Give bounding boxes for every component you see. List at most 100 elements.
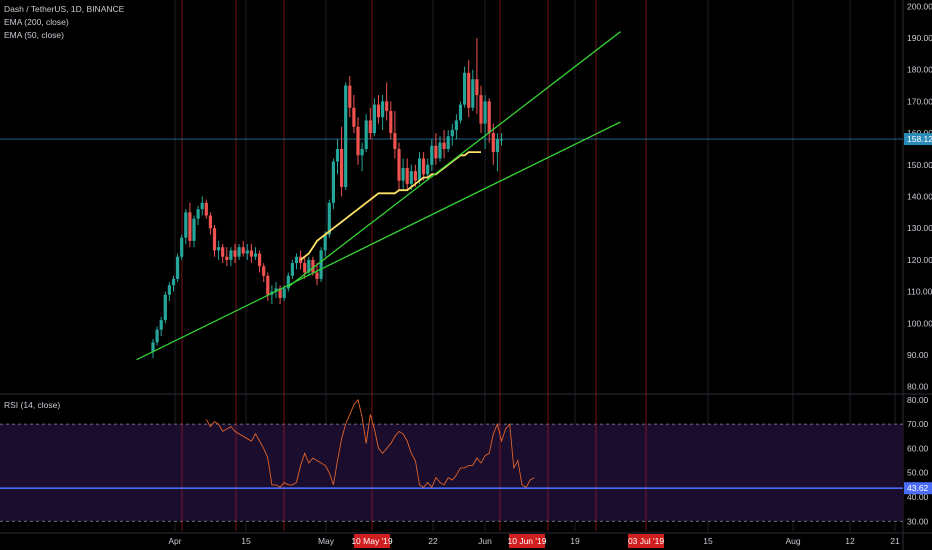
candle-body	[282, 288, 286, 298]
candle-body	[303, 263, 307, 273]
candle-body	[393, 133, 397, 149]
candle-body	[237, 247, 241, 257]
candle-body	[475, 79, 479, 96]
rsi-value-label: 43.62	[907, 483, 929, 493]
rsi-band-fill	[0, 424, 903, 522]
rsi-value-badge	[904, 482, 932, 495]
candle-body	[208, 215, 212, 229]
candle-body	[368, 120, 372, 134]
candle-body	[397, 148, 401, 181]
candle-body	[331, 161, 335, 203]
candle-body	[442, 142, 446, 149]
candle-body	[176, 256, 180, 279]
indicator-ema200-label[interactable]: EMA (200, close)	[4, 17, 69, 27]
time-tick-label: 19	[570, 536, 580, 546]
symbol-title: Dash / TetherUS, 1D, BINANCE	[4, 4, 125, 14]
candle-body	[200, 202, 204, 210]
candle-body	[245, 250, 249, 254]
candle-body	[499, 139, 504, 141]
trendline	[136, 121, 621, 361]
price-tick-label: 110.00	[907, 287, 932, 297]
date-marker-lines	[0, 0, 903, 531]
price-tick-label: 200.00	[907, 1, 932, 11]
price-tick-label: 130.00	[907, 223, 932, 233]
candle-body	[217, 247, 221, 251]
candle-body	[225, 256, 229, 260]
candle-body	[204, 202, 208, 216]
price-tick-label: 90.00	[907, 350, 929, 360]
candle-body	[151, 342, 155, 352]
price-tick-label: 150.00	[907, 160, 932, 170]
time-tick-label: 12	[845, 536, 855, 546]
candle-body	[274, 288, 278, 292]
candle-body	[286, 275, 290, 289]
price-tick-label: 190.00	[907, 33, 932, 43]
candle-body	[385, 101, 389, 111]
candle-body	[315, 272, 319, 279]
last-price-badge	[904, 133, 932, 146]
candle-body	[319, 250, 323, 279]
time-tick-label: Jun	[478, 536, 492, 546]
candle-body	[335, 148, 340, 162]
time-tick-label: 15	[241, 536, 251, 546]
trendline	[287, 31, 621, 288]
candle-body	[360, 148, 364, 156]
rsi-series	[0, 398, 903, 490]
time-tick-label: May	[318, 536, 335, 546]
candles	[151, 38, 504, 359]
candle-body	[278, 288, 282, 298]
candle-body	[262, 266, 266, 276]
candle-body	[229, 250, 233, 260]
candle-body	[401, 167, 405, 181]
candle-body	[249, 250, 253, 257]
candle-body	[159, 320, 163, 330]
candle-body	[196, 209, 200, 219]
last-price-label: 158.12	[907, 134, 932, 144]
candle-body	[290, 263, 294, 276]
candle-body	[171, 278, 176, 286]
candle-body	[253, 253, 258, 257]
candle-body	[167, 285, 171, 295]
price-tick-label: 120.00	[907, 255, 932, 265]
time-tick-label: Aug	[785, 536, 800, 546]
candle-body	[192, 218, 196, 241]
indicator-ema50-label[interactable]: EMA (50, close)	[4, 30, 64, 40]
candle-body	[446, 136, 450, 149]
time-tick-label: 22	[428, 536, 438, 546]
highlighted-date-label: 10 Jun '19	[508, 536, 547, 546]
candle-body	[434, 145, 438, 159]
candle-body	[372, 104, 376, 134]
candle-body	[233, 250, 237, 257]
candle-body	[311, 259, 315, 273]
candle-body	[467, 72, 471, 108]
candle-body	[483, 101, 487, 124]
rsi-tick-label: 50.00	[907, 468, 929, 478]
candle-body	[184, 212, 188, 238]
price-tick-label: 170.00	[907, 96, 932, 106]
candle-body	[487, 101, 491, 134]
rsi-tick-label: 80.00	[907, 395, 929, 405]
price-tick-label: 140.00	[907, 192, 932, 202]
price-axis: 200.00190.00180.00170.00160.00150.00140.…	[904, 1, 932, 392]
candle-body	[364, 120, 368, 149]
highlighted-date-box	[628, 534, 664, 548]
candle-body	[323, 234, 327, 251]
candle-body	[188, 212, 192, 241]
candle-body	[381, 101, 385, 118]
candle-body	[212, 228, 217, 251]
candle-body	[294, 256, 299, 264]
candle-body	[327, 202, 331, 235]
candle-body	[491, 133, 495, 153]
rsi-pane-label[interactable]: RSI (14, close)	[4, 400, 61, 410]
candle-body	[430, 145, 434, 165]
rsi-band	[0, 423, 903, 522]
candle-body	[409, 171, 413, 184]
candle-body	[180, 237, 184, 257]
candle-body	[479, 95, 483, 124]
candle-body	[413, 171, 417, 181]
rsi-tick-label: 40.00	[907, 492, 929, 502]
candle-body	[241, 247, 245, 254]
price-tick-label: 80.00	[907, 382, 929, 392]
time-axis: Apr 15 May 22 Jun 19 15 Aug 12 21 10 May '19 10 Jun…	[168, 534, 900, 548]
